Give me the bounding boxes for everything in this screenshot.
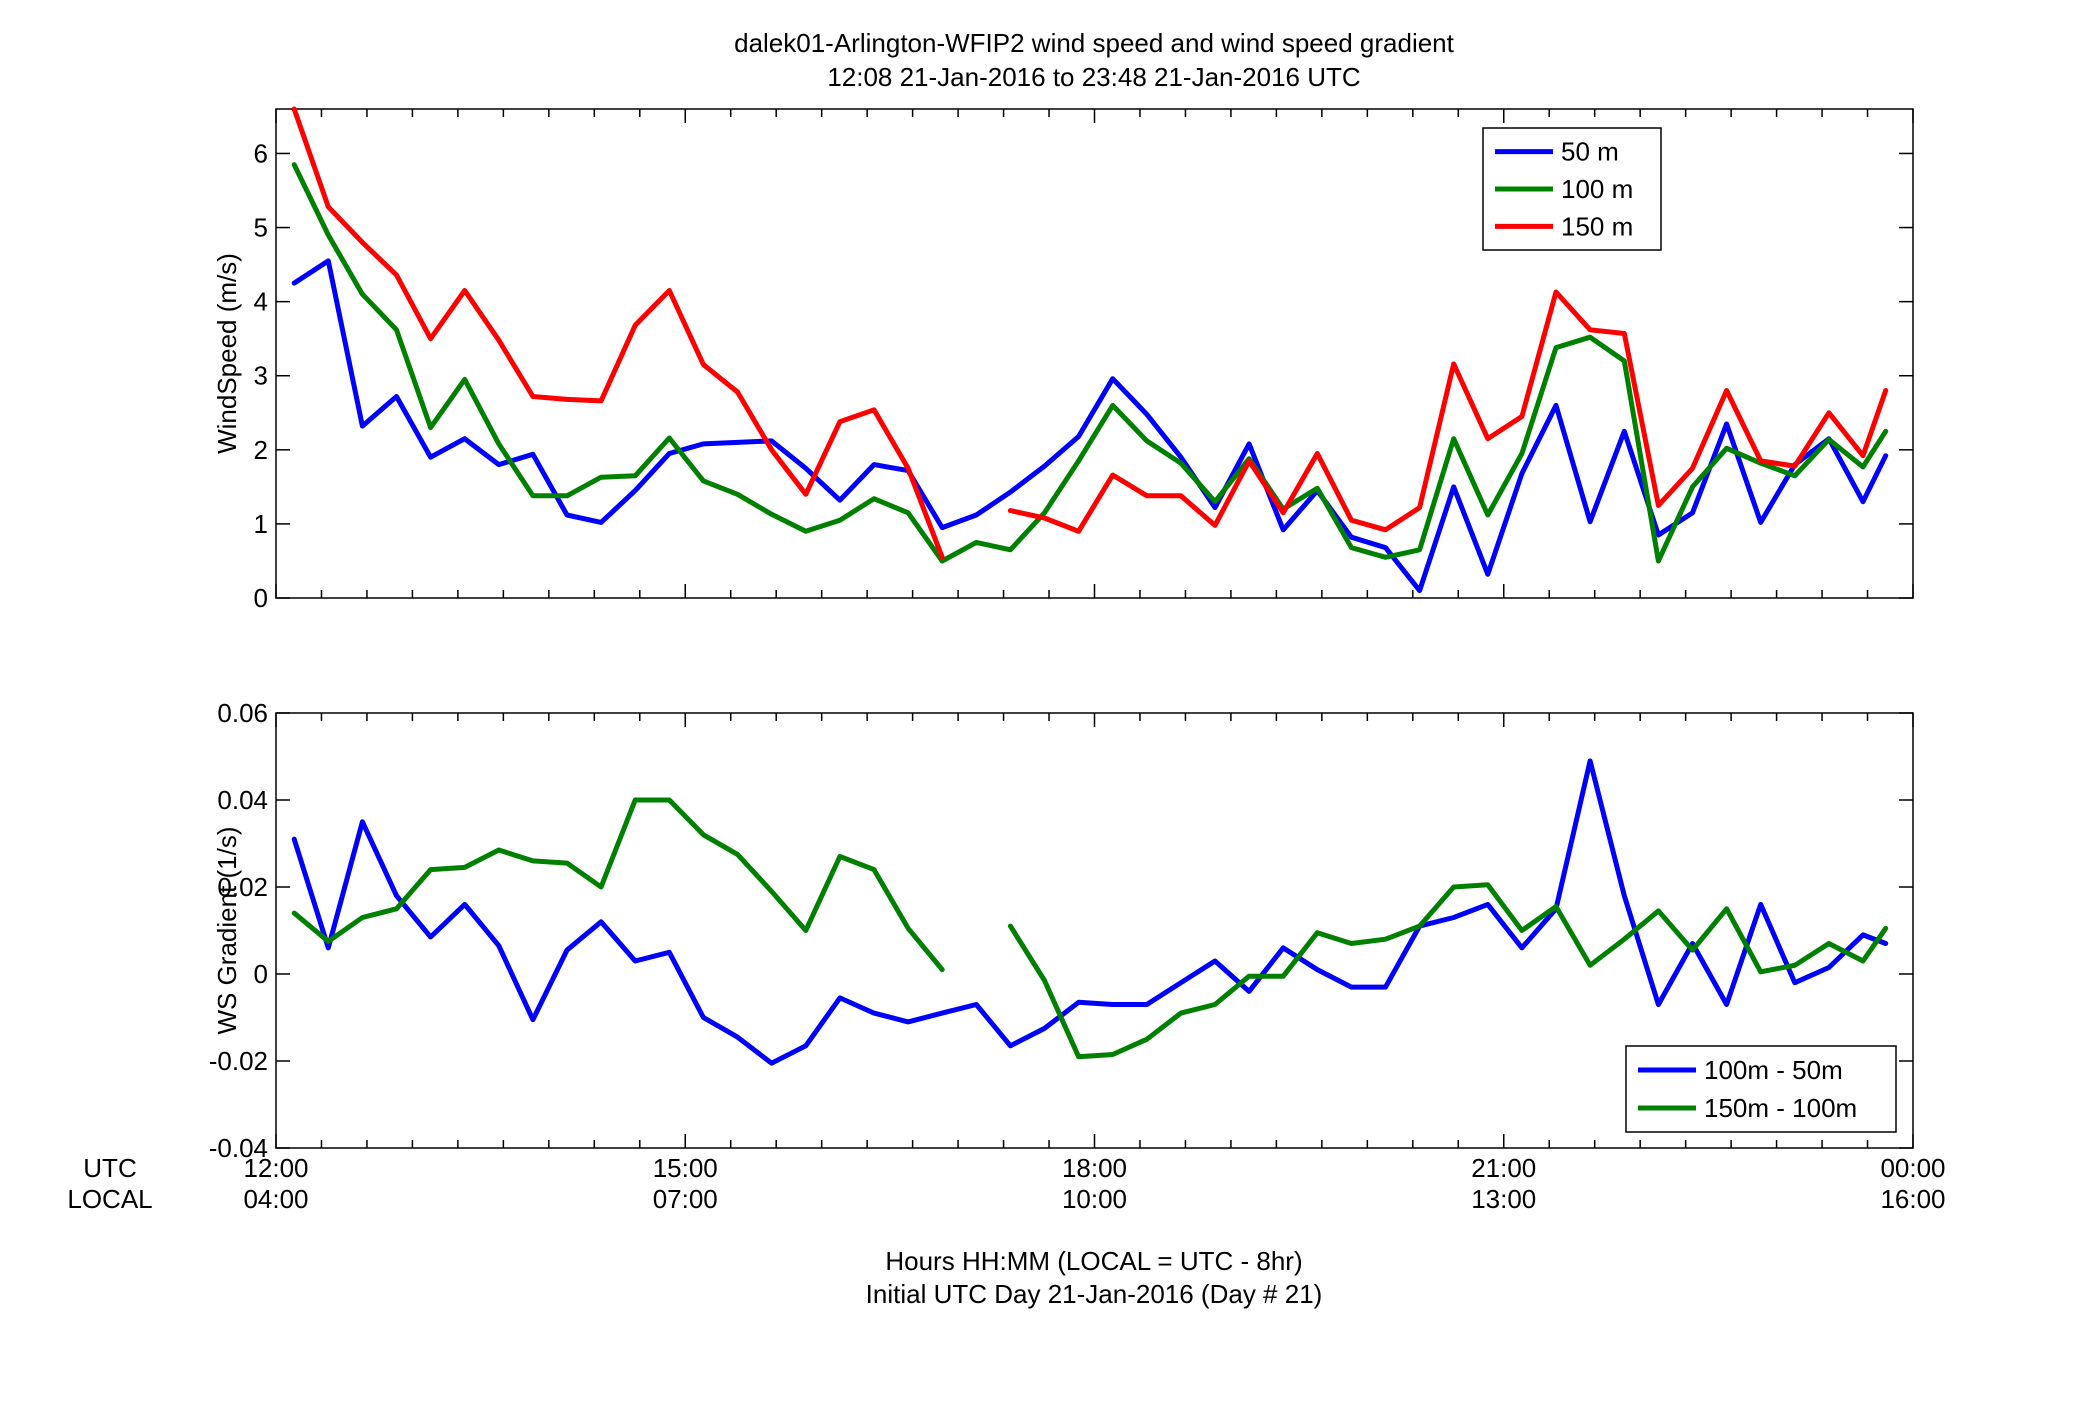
x-axis-label-line2: Initial UTC Day 21-Jan-2016 (Day # 21): [866, 1279, 1323, 1309]
y-tick-label: 0: [254, 959, 268, 989]
local-row-label: LOCAL: [67, 1184, 152, 1214]
series-line-100m_50m: [291, 758, 1889, 1066]
y-tick-label: -0.02: [209, 1046, 268, 1076]
y-tick-label: 0: [254, 583, 268, 613]
x-tick-label-utc: 21:00: [1471, 1153, 1536, 1183]
y-tick-label: 3: [254, 361, 268, 391]
legend-label: 150m - 100m: [1704, 1093, 1857, 1123]
y-tick-label: 2: [254, 435, 268, 465]
x-tick-label-local: 13:00: [1471, 1184, 1536, 1214]
y-tick-label: -0.04: [209, 1133, 268, 1163]
y-tick-label: 1: [254, 509, 268, 539]
axes-frame: [275, 108, 1914, 599]
legend-label: 100m - 50m: [1704, 1055, 1843, 1085]
y-tick-label: 0.04: [217, 785, 268, 815]
y-tick-label: 6: [254, 138, 268, 168]
y-tick-label: 0.06: [217, 698, 268, 728]
ws-gradient-axes: -0.04 -0.02 0 0.02 0.04 0.06 WS Gradient (1/s)…: [209, 698, 1914, 1163]
y-tick-label: 5: [254, 213, 268, 243]
x-tick-label-utc: 18:00: [1062, 1153, 1127, 1183]
y-axis-label: WS Gradient (1/s): [212, 826, 242, 1034]
legend-box: [1625, 1045, 1897, 1133]
y-tick-label: 0.02: [217, 872, 268, 902]
wind-speed-axes: 0 1 2 3 4 5 6 WindSpeed (m/s) 50 m 100 m 150 m: [212, 106, 1914, 613]
series-line-100m: [291, 162, 1889, 564]
y-tick-label: 4: [254, 287, 268, 317]
x-tick-label-utc: 12:00: [243, 1153, 308, 1183]
chart-subtitle: 12:08 21-Jan-2016 to 23:48 21-Jan-2016 U…: [827, 62, 1360, 92]
series-line-50m: [291, 258, 1889, 594]
utc-row-label: UTC: [83, 1153, 136, 1183]
x-tick-label-utc: 15:00: [653, 1153, 718, 1183]
legend-label: 50 m: [1561, 137, 1619, 167]
chart-title: dalek01-Arlington-WFIP2 wind speed and w…: [734, 28, 1455, 58]
y-axis-label: WindSpeed (m/s): [212, 253, 242, 454]
x-tick-label-local: 16:00: [1880, 1184, 1945, 1214]
series-line-150m: [291, 106, 945, 560]
x-tick-label-local: 04:00: [243, 1184, 308, 1214]
series-line-150m: [1007, 289, 1889, 534]
series-line-150m_100m: [291, 797, 945, 973]
legend-label: 100 m: [1561, 174, 1633, 204]
x-tick-label-local: 10:00: [1062, 1184, 1127, 1214]
series-line-150m_100m: [1007, 882, 1889, 1060]
x-tick-label-utc: 00:00: [1880, 1153, 1945, 1183]
legend-label: 150 m: [1561, 211, 1633, 241]
x-axis-label-line1: Hours HH:MM (LOCAL = UTC - 8hr): [885, 1246, 1302, 1276]
x-tick-label-local: 07:00: [653, 1184, 718, 1214]
